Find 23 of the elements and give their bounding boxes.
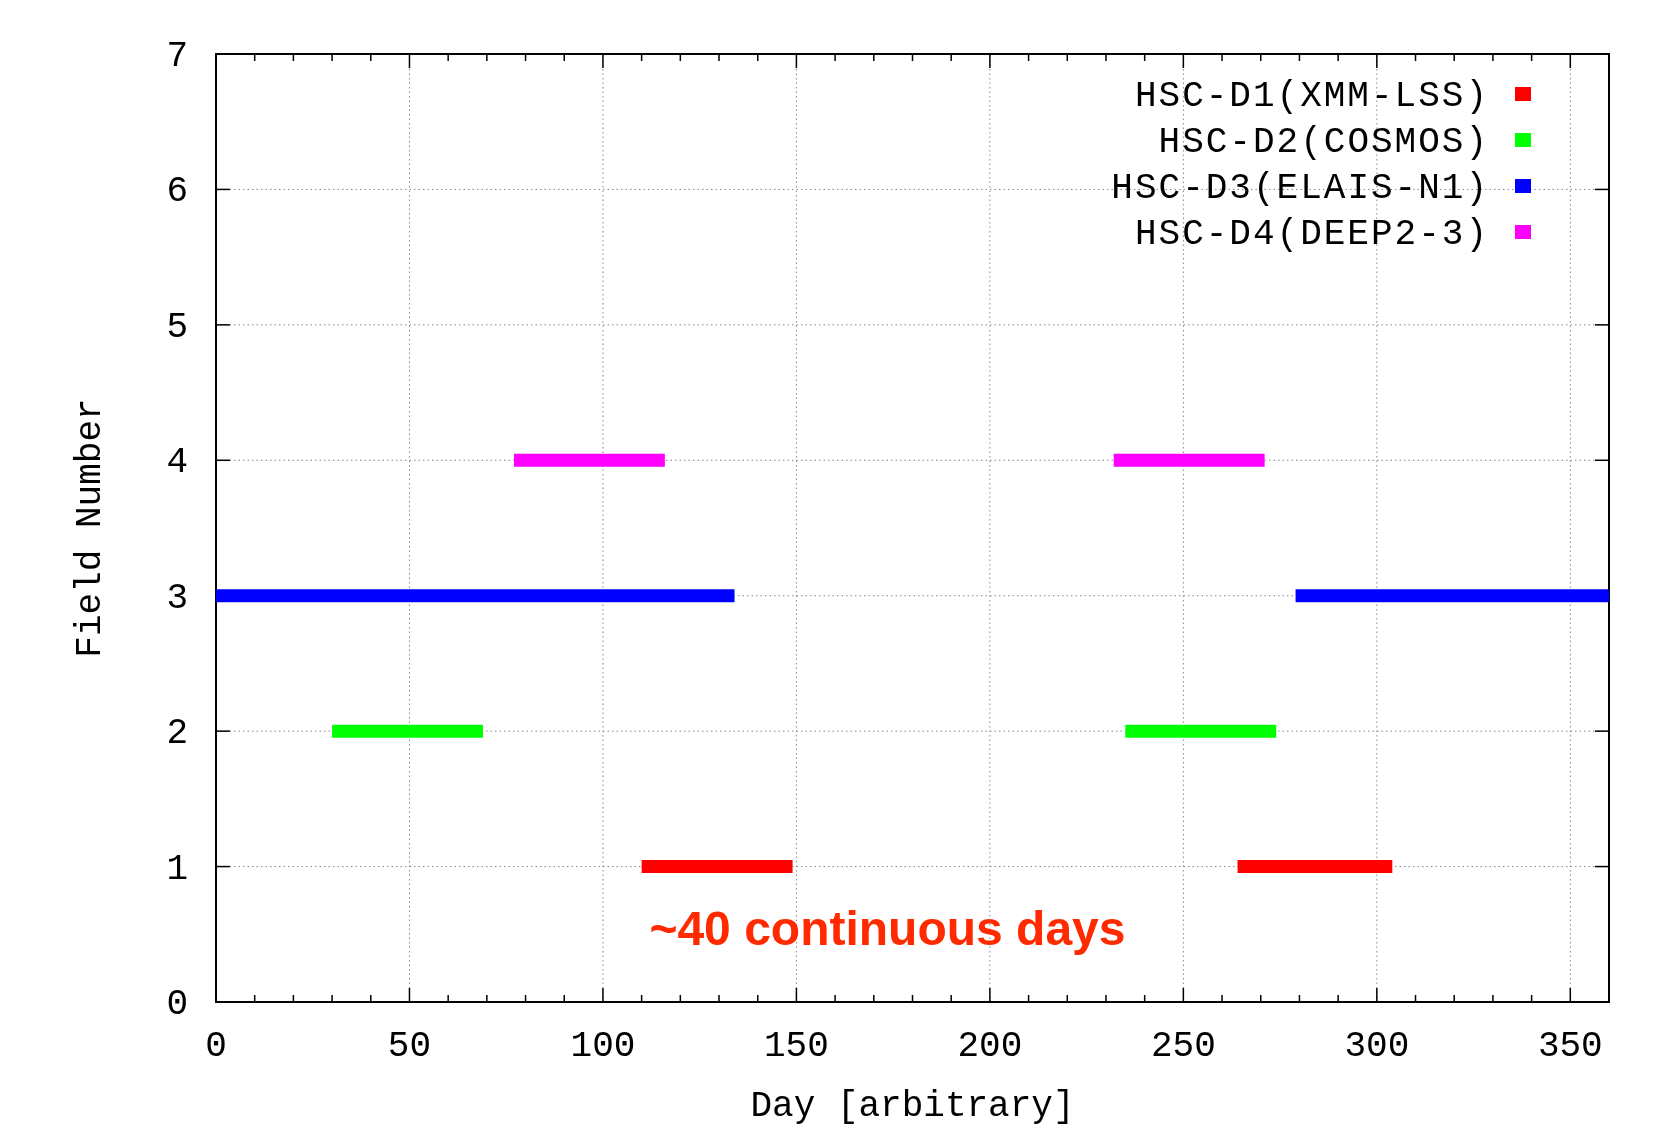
annotation: ~40 continuous days — [649, 902, 1126, 956]
legend-label: HSC-D1(XMM-LSS) — [1134, 76, 1489, 117]
x-tick-label: 150 — [764, 1026, 829, 1067]
y-axis-title: Field Number — [70, 398, 111, 658]
y-tick-label: 2 — [166, 713, 188, 755]
legend-label: HSC-D3(ELAIS-N1) — [1111, 168, 1489, 209]
y-tick-label: 3 — [166, 577, 188, 619]
y-tick-label: 4 — [166, 442, 188, 484]
x-tick-label: 300 — [1344, 1026, 1410, 1067]
x-tick-label: 50 — [387, 1026, 432, 1067]
legend-label: HSC-D2(COSMOS) — [1158, 122, 1489, 163]
y-tick-label: 7 — [166, 36, 188, 77]
x-tick-label: 200 — [957, 1026, 1023, 1067]
x-tick-label: 250 — [1150, 1026, 1216, 1067]
y-tick-label: 1 — [166, 848, 188, 890]
y-tick-label: 0 — [166, 984, 188, 1025]
y-tick-label: 5 — [166, 306, 188, 348]
x-axis-title: Day [arbitrary] — [750, 1086, 1075, 1127]
x-tick-label: 350 — [1537, 1026, 1603, 1067]
y-tick-label: 6 — [166, 171, 188, 213]
x-tick-label: 0 — [205, 1026, 227, 1067]
x-tick-label: 100 — [570, 1026, 636, 1067]
legend-label: HSC-D4(DEEP2-3) — [1134, 214, 1489, 255]
